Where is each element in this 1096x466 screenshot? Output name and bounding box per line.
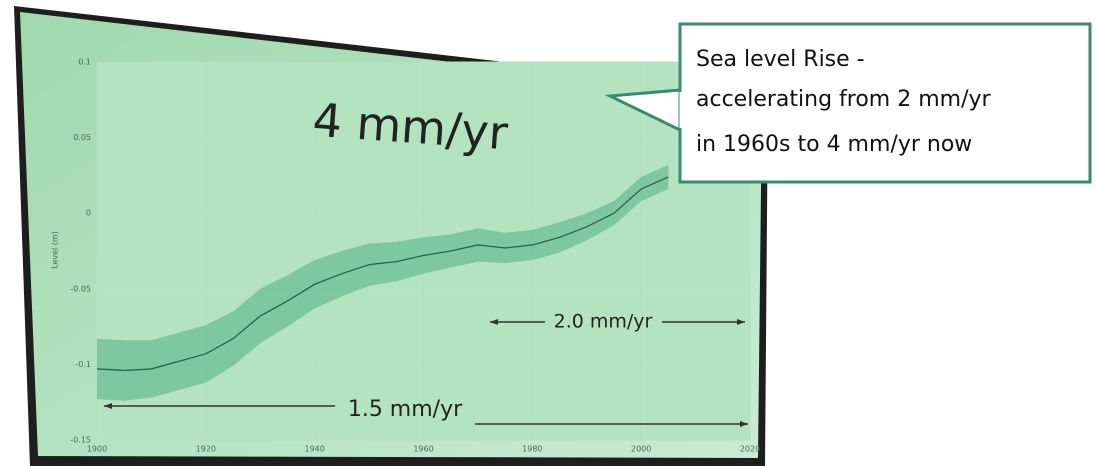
uncertainty-band (97, 164, 669, 401)
annotation: 2.0 mm/yr (554, 311, 653, 333)
arrow-head (490, 319, 498, 325)
x-tick-label: 2020 (740, 445, 760, 454)
y-axis-label: Level (m) (51, 231, 60, 269)
callout-box (678, 22, 1092, 184)
callout-text: Sea level Rise - (696, 47, 865, 72)
y-tick-label: -0.1 (75, 360, 91, 369)
y-tick-label: 0 (86, 209, 91, 218)
x-tick-label: 2000 (631, 445, 651, 454)
y-tick-label: -0.05 (70, 284, 91, 293)
arrow-head (104, 403, 112, 409)
x-tick-label: 1960 (413, 445, 433, 454)
x-tick-label: 1980 (522, 445, 542, 454)
annotation: 1.5 mm/yr (348, 397, 463, 422)
callout-text: accelerating from 2 mm/yr (696, 87, 991, 112)
y-tick-label: 0.1 (78, 58, 91, 67)
arrow-head (740, 421, 748, 427)
y-tick-label: 0.05 (73, 133, 91, 142)
callout-text: in 1960s to 4 mm/yr now (696, 132, 972, 157)
arrow-head (737, 319, 745, 325)
x-tick-label: 1900 (87, 445, 107, 454)
sea-level-line (96, 176, 669, 372)
x-tick-label: 1920 (196, 445, 216, 454)
x-tick-label: 1940 (304, 445, 324, 454)
y-tick-label: -0.15 (70, 436, 91, 445)
